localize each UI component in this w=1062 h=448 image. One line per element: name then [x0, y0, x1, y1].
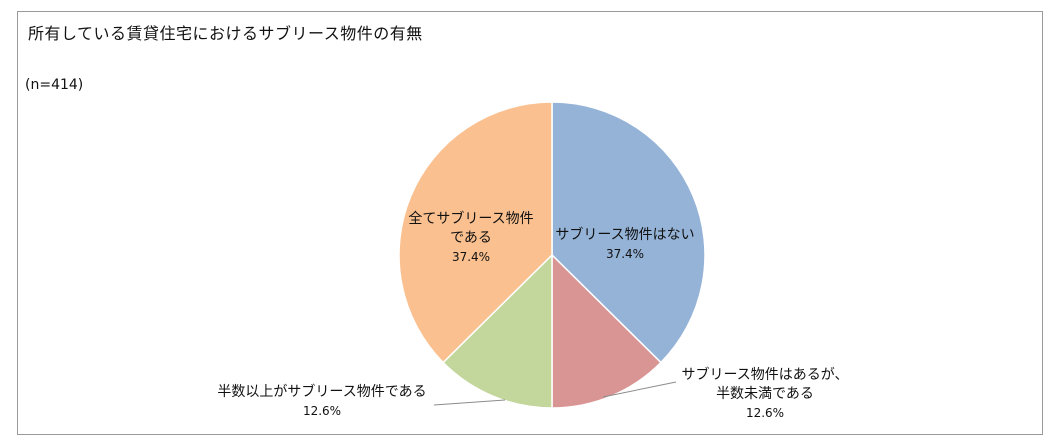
pie-slice-4 — [398, 101, 553, 364]
slice-label-3-line-1: 半数以上がサブリース物件である — [217, 383, 426, 400]
slice-percent-2: 12.6% — [746, 406, 784, 420]
slice-label-4-line-1: 全てサブリース物件 — [408, 210, 533, 227]
slice-label-2-line-2: 半数未満である — [716, 386, 814, 402]
slice-label-2-line-1: サブリース物件はあるが、 — [681, 366, 848, 383]
pie-slice-1 — [551, 101, 706, 364]
leader-line-2 — [602, 381, 677, 398]
pie-slice-3 — [442, 253, 553, 409]
slice-label-1-line-1: サブリース物件はない — [555, 226, 694, 243]
chart-title: 所有している賃貸住宅におけるサブリース物件の有無 — [28, 24, 423, 43]
slice-percent-3: 12.6% — [303, 404, 341, 418]
slice-percent-1: 37.4% — [606, 247, 644, 261]
pie-slice-2 — [551, 253, 662, 409]
slice-percent-4: 37.4% — [452, 250, 490, 264]
leader-line-3 — [433, 399, 506, 406]
sample-size-note: (n=414) — [25, 77, 84, 93]
slice-label-4-line-2: である — [450, 230, 492, 246]
